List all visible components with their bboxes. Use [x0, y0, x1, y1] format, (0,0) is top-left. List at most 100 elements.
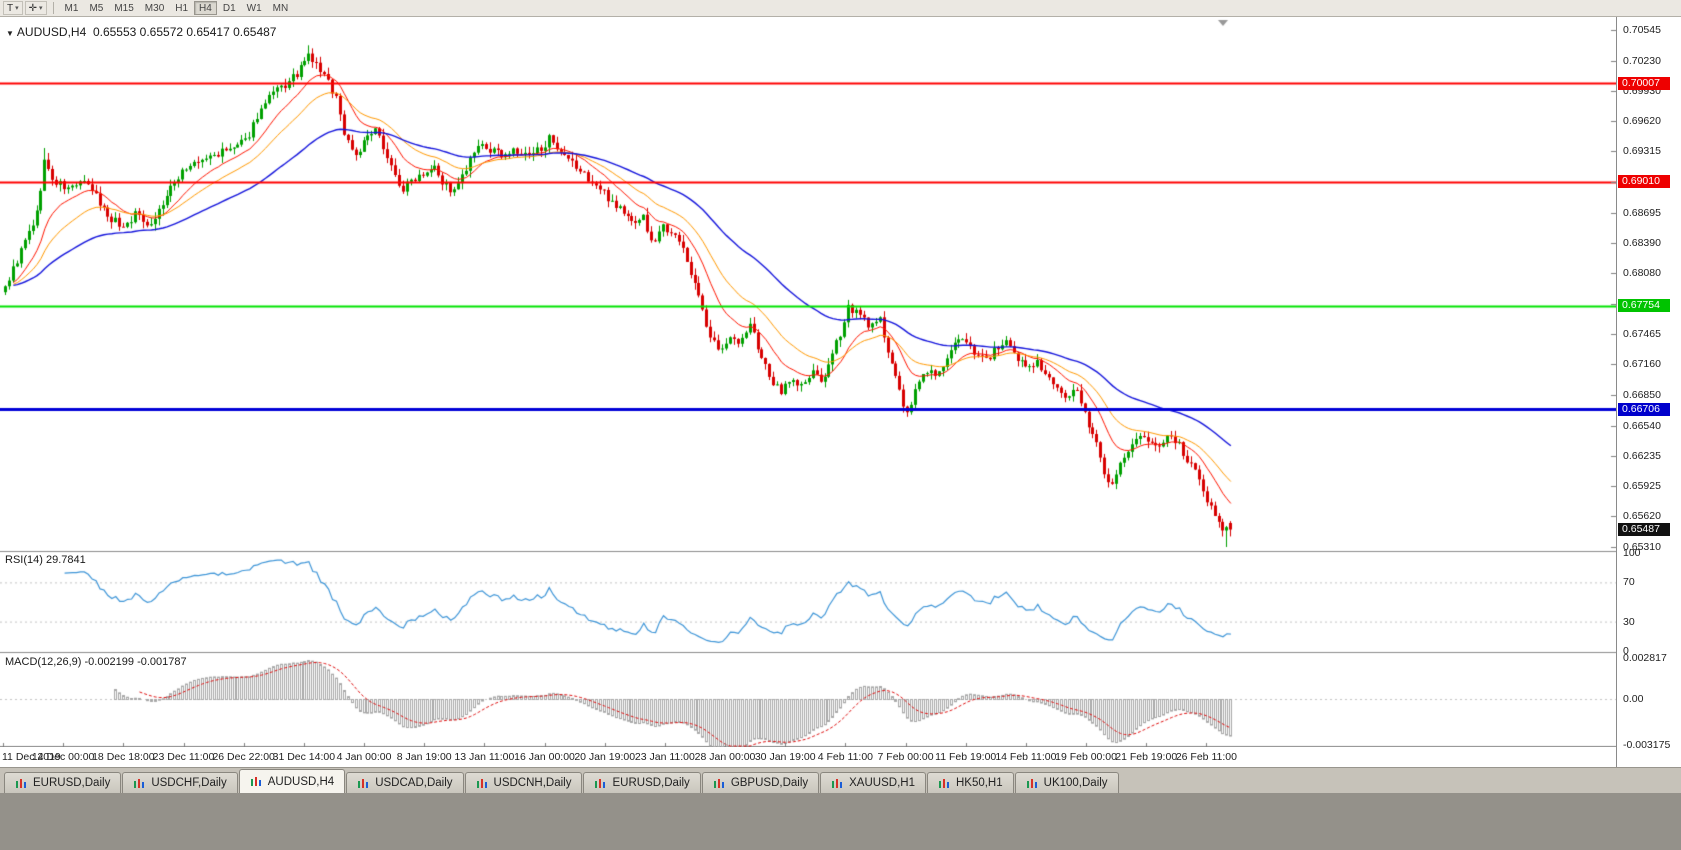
- time-axis-label: 11 Feb 19:00: [935, 751, 997, 763]
- time-axis[interactable]: 11 Dec 2019 14 Dec 00:00 18 Dec 18:00 23 De…: [0, 747, 1616, 767]
- toolbar-separator: [52, 2, 54, 14]
- chart-tab-icon: [832, 778, 843, 788]
- time-axis-label: 8 Jan 19:00: [396, 751, 452, 763]
- collapse-triangle-icon: ▼: [6, 29, 14, 38]
- chart-tab-label: XAUUSD,H1: [849, 777, 915, 789]
- macd-label: MACD(12,26,9) -0.002199 -0.001787: [5, 656, 187, 668]
- price-scale-label: 0.67465: [1623, 328, 1661, 341]
- chart-tabs-bar: EURUSD,Daily USDCHF,Daily AUDUSD,H4 USDCAD,…: [0, 767, 1681, 793]
- chart-tab-eurusd-daily[interactable]: EURUSD,Daily: [4, 772, 122, 793]
- chart-title: ▼ AUDUSD,H4 0.65553 0.65572 0.65417 0.654…: [6, 25, 276, 39]
- time-axis-label: 26 Dec 22:00: [212, 751, 275, 763]
- chart-tab-usdcad-daily[interactable]: USDCAD,Daily: [346, 772, 464, 793]
- time-axis-label: 23 Dec 11:00: [152, 751, 215, 763]
- chart-tab-audusd-h4[interactable]: AUDUSD,H4: [238, 769, 346, 793]
- chart-tab-icon: [16, 778, 26, 788]
- rsi-value: 29.7841: [45, 554, 86, 566]
- time-axis-label: 18 Dec 18:00: [92, 751, 155, 763]
- rsi-scale-label: 30: [1623, 615, 1635, 628]
- bottom-strip: [0, 793, 1681, 850]
- rsi-scale-label: 100: [1623, 547, 1641, 559]
- price-scale-label: 0.66235: [1623, 449, 1661, 462]
- rsi-label: RSI(14) 29.7841: [5, 554, 86, 566]
- timeframe-button-m5[interactable]: M5: [84, 1, 108, 15]
- time-axis-label: 20 Jan 19:00: [574, 751, 636, 763]
- time-axis-label: 21 Feb 19:00: [1115, 751, 1178, 763]
- chart-tab-xauusd-h1[interactable]: XAUUSD,H1: [820, 772, 926, 793]
- chart-tab-usdcnh-daily[interactable]: USDCNH,Daily: [464, 772, 583, 793]
- price-scale-label: 0.65925: [1623, 480, 1661, 493]
- time-axis-label: 11 Dec 2019: [2, 751, 61, 763]
- price-scale-label: 0.65620: [1623, 510, 1661, 523]
- price-scale-label: 0.65310: [1623, 540, 1661, 553]
- timeframe-button-d1[interactable]: D1: [218, 1, 241, 15]
- crosshair-button[interactable]: ✛ ▾: [24, 1, 47, 15]
- time-axis-label: 26 Feb 11:00: [1175, 751, 1237, 763]
- chart-tab-gbpusd-daily[interactable]: GBPUSD,Daily: [701, 772, 820, 793]
- price-scale-label: 0.70545: [1623, 24, 1661, 36]
- price-badge: 0.66706: [1618, 402, 1670, 416]
- chart-tab-uk100-daily[interactable]: UK100,Daily: [1014, 772, 1119, 793]
- chevron-down-icon: ▾: [39, 4, 43, 12]
- macd-name: MACD(12,26,9): [5, 656, 82, 668]
- chart-tab-label: HK50,H1: [955, 777, 1003, 789]
- time-axis-label: 13 Jan 11:00: [454, 751, 515, 763]
- macd-scale-label: 0.00: [1623, 693, 1644, 705]
- time-axis-label: 16 Jan 00:00: [514, 751, 575, 763]
- timeframe-button-m30[interactable]: M30: [140, 1, 169, 15]
- timeframe-button-h4[interactable]: H4: [194, 1, 217, 15]
- chart-window: ▼ AUDUSD,H4 0.65553 0.65572 0.65417 0.654…: [0, 17, 1681, 767]
- price-scale[interactable]: 0.705450.702300.699300.696200.693150.690…: [1616, 17, 1681, 767]
- chart-tab-icon: [250, 777, 261, 786]
- chart-tab-label: EURUSD,Daily: [612, 777, 690, 789]
- chart-canvas[interactable]: [0, 17, 1616, 747]
- templates-icon: T: [7, 2, 14, 14]
- price-scale-label: 0.66540: [1623, 419, 1661, 432]
- chart-tab-label: GBPUSD,Daily: [730, 777, 809, 789]
- price-scale-label: 0.70230: [1623, 55, 1661, 68]
- timeframe-bar: M1 M5 M15 M30 H1 H4 D1 W1 MN: [60, 1, 294, 15]
- templates-button[interactable]: T ▾: [3, 1, 23, 15]
- price-scale-label: 0.67160: [1623, 358, 1661, 371]
- timeframe-button-m15[interactable]: M15: [109, 1, 138, 15]
- chart-tab-icon: [713, 778, 724, 788]
- macd-scale-label: 0.002817: [1623, 652, 1667, 664]
- rsi-name: RSI(14): [5, 554, 43, 566]
- chart-symbol-period: AUDUSD,H4: [16, 25, 87, 39]
- chart-tab-label: AUDUSD,H4: [267, 775, 335, 788]
- price-scale-label: 0.68080: [1623, 267, 1661, 280]
- rsi-scale-label: 70: [1623, 576, 1635, 589]
- price-badge: 0.65487: [1618, 523, 1670, 537]
- time-axis-label: 14 Dec 00:00: [31, 751, 95, 763]
- chart-tab-eurusd-daily[interactable]: EURUSD,Daily: [583, 772, 701, 793]
- chart-tab-icon: [595, 778, 606, 788]
- timeframe-button-m1[interactable]: M1: [60, 1, 84, 15]
- time-axis-label: 30 Jan 19:00: [754, 751, 816, 763]
- chart-tab-icon: [938, 778, 949, 788]
- time-axis-label: 4 Jan 00:00: [336, 751, 392, 763]
- timeframe-button-h1[interactable]: H1: [170, 1, 193, 15]
- chevron-down-icon: ▾: [15, 4, 19, 12]
- time-axis-label: 14 Feb 11:00: [995, 751, 1057, 763]
- time-axis-label: 23 Jan 11:00: [634, 751, 695, 763]
- chart-tab-usdchf-daily[interactable]: USDCHF,Daily: [122, 772, 238, 793]
- price-badge: 0.67754: [1618, 299, 1670, 313]
- chart-ohlc: 0.65553 0.65572 0.65417 0.65487: [92, 25, 277, 39]
- price-scale-label: 0.69315: [1623, 145, 1661, 158]
- chart-tab-hk50-h1[interactable]: HK50,H1: [926, 772, 1014, 793]
- time-axis-label: 28 Jan 00:00: [694, 751, 756, 763]
- time-axis-label: 4 Feb 11:00: [817, 751, 874, 763]
- chart-tab-label: USDCAD,Daily: [375, 777, 453, 789]
- chart-tab-label: USDCNH,Daily: [493, 777, 572, 789]
- price-scale-label: 0.68695: [1623, 206, 1661, 219]
- crosshair-icon: ✛: [28, 2, 38, 14]
- rsi-scale-label: 0: [1623, 645, 1629, 657]
- macd-values: -0.002199 -0.001787: [84, 656, 187, 668]
- toolbar: T ▾ ✛ ▾ M1 M5 M15 M30 H1 H4 D1 W1 MN: [0, 0, 1681, 17]
- time-axis-label: 19 Feb 00:00: [1055, 751, 1117, 763]
- timeframe-button-w1[interactable]: W1: [242, 1, 267, 15]
- timeframe-button-mn[interactable]: MN: [268, 1, 294, 15]
- chart-tab-label: USDCHF,Daily: [151, 777, 227, 789]
- chart-tab-icon: [1026, 778, 1037, 788]
